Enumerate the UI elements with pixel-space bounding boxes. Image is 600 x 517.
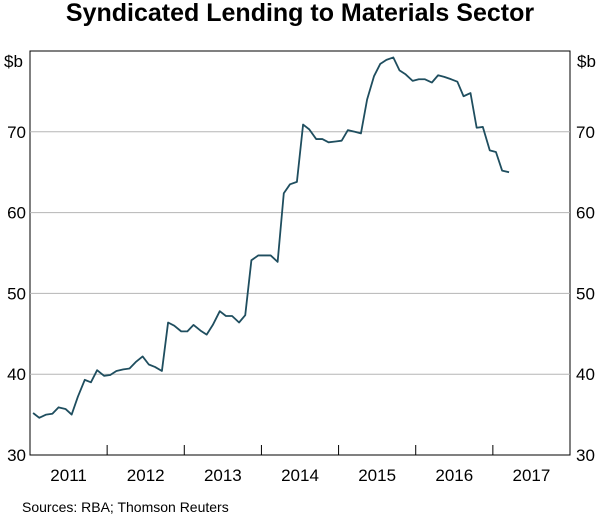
x-tick-label-2015: 2015 [358,466,396,485]
y-tick-right-60: 60 [576,204,595,223]
x-tick-label-2014: 2014 [281,466,319,485]
y-tick-left-40: 40 [7,365,26,384]
source-note: Sources: RBA; Thomson Reuters [22,499,229,515]
y-tick-left-50: 50 [7,284,26,303]
y-tick-right-30: 30 [576,446,595,465]
x-axis: 2011 2012 2013 2014 2015 2016 2017 [50,466,550,485]
x-year-boundaries [106,445,494,455]
series-line [32,56,510,419]
y-axis-left: 30 40 50 60 70 [7,123,26,465]
plot-frame [29,50,571,456]
y-unit-right: $b [577,52,596,71]
y-tick-right-40: 40 [576,365,595,384]
gridlines [30,131,570,375]
y-tick-right-70: 70 [576,123,595,142]
x-tick-label-2016: 2016 [435,466,473,485]
y-unit-left: $b [4,52,23,71]
y-tick-right-50: 50 [576,284,595,303]
x-tick-label-2011: 2011 [50,466,87,485]
y-tick-left-30: 30 [7,446,26,465]
x-tick-label-2012: 2012 [127,466,165,485]
chart-title: Syndicated Lending to Materials Sector [66,0,534,27]
y-tick-left-70: 70 [7,123,26,142]
x-tick-label-2013: 2013 [204,466,242,485]
y-tick-left-60: 60 [7,204,26,223]
y-axis-right: 30 40 50 60 70 [576,123,595,465]
x-tick-label-2017: 2017 [513,466,551,485]
